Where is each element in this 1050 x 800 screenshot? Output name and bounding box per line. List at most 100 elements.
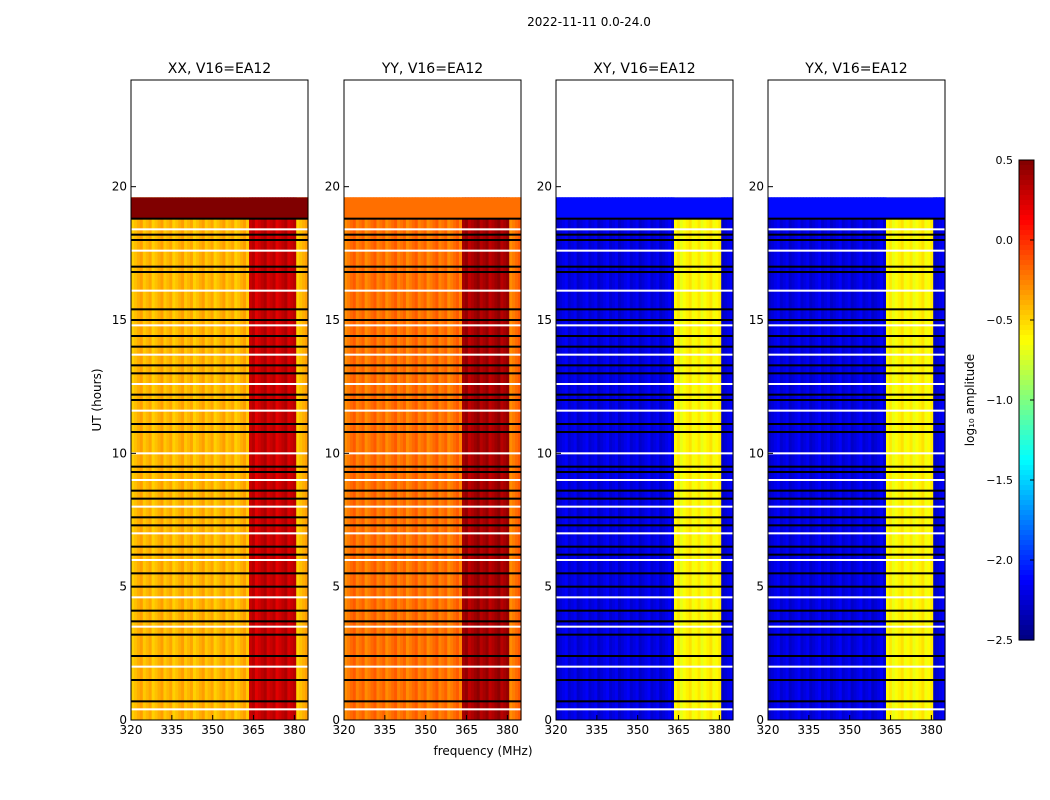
colorbar-segment: [1019, 175, 1034, 181]
heatmap-cell: [160, 197, 165, 721]
x-tick-label: 320: [333, 723, 356, 737]
flagged-row: [556, 609, 733, 612]
heatmap-cell: [429, 197, 434, 721]
heatmap-cell: [662, 197, 666, 721]
colorbar-segment: [1019, 190, 1034, 196]
heatmap-cell: [815, 197, 819, 721]
heatmap-cell: [456, 197, 460, 721]
flagged-row: [344, 585, 521, 588]
flagged-row: [131, 431, 308, 433]
heatmap-cell: [856, 197, 861, 721]
heatmap-cell: [370, 197, 375, 721]
flagged-row: [768, 393, 945, 396]
heatmap-cell: [373, 197, 378, 721]
heatmap-cell: [346, 197, 351, 721]
flagged-row: [768, 479, 945, 481]
heatmap-cell: [626, 197, 631, 721]
heatmap-cell: [462, 197, 466, 721]
flagged-row: [556, 633, 733, 636]
colorbar-segment: [1019, 620, 1034, 626]
flagged-row: [768, 345, 945, 348]
flagged-row: [556, 399, 733, 401]
flagged-row: [768, 239, 945, 241]
flagged-row: [556, 655, 733, 657]
heatmap-cell: [470, 197, 475, 721]
heatmap-cell: [210, 197, 215, 721]
colorbar-segment: [1019, 340, 1034, 346]
flagged-row: [131, 372, 308, 375]
heatmap-cell: [240, 197, 244, 721]
heatmap-cell: [724, 197, 728, 721]
colorbar-segment: [1019, 305, 1034, 311]
flagged-row: [768, 399, 945, 401]
flagged-row: [768, 431, 945, 433]
colorbar-segment: [1019, 310, 1034, 316]
heatmap-cell: [243, 197, 247, 721]
heatmap-cell: [844, 197, 849, 721]
flagged-row: [344, 516, 521, 519]
flagged-row: [131, 319, 308, 321]
heatmap-cell: [768, 197, 772, 721]
flagged-row: [344, 620, 521, 623]
heatmap-cell: [847, 197, 852, 721]
heatmap-cell: [706, 197, 710, 721]
flagged-row: [131, 596, 308, 599]
flagged-row: [344, 345, 521, 348]
heatmap-cell: [254, 197, 259, 721]
heatmap-cell: [228, 197, 232, 721]
flagged-row: [556, 393, 733, 396]
heatmap-cell: [382, 197, 386, 721]
y-tick-label: 0: [119, 713, 127, 727]
colorbar-segment: [1019, 625, 1034, 631]
flagged-row: [344, 364, 521, 367]
heatmap-cell: [915, 197, 920, 721]
colorbar-segment: [1019, 180, 1034, 186]
heatmap-cell: [788, 197, 793, 721]
heatmap-cell: [835, 197, 840, 721]
flagged-row: [768, 700, 945, 703]
colorbar-label: log₁₀ amplitude: [963, 354, 977, 446]
flagged-row: [768, 633, 945, 636]
flagged-row: [344, 596, 521, 599]
heatmap-cell: [195, 197, 200, 721]
flagged-row: [131, 345, 308, 348]
colorbar-segment: [1019, 475, 1034, 481]
colorbar-segment: [1019, 605, 1034, 611]
heatmap-cell: [420, 197, 425, 721]
heatmap-cell: [400, 197, 404, 721]
x-tick-label: 350: [626, 723, 649, 737]
colorbar-segment: [1019, 515, 1034, 521]
heatmap-cell: [806, 197, 810, 721]
heatmap-cell: [388, 197, 392, 721]
heatmap-cell: [558, 197, 563, 721]
heatmap-cell: [685, 197, 690, 721]
heatmap-cell: [697, 197, 702, 721]
heatmap-cell: [888, 197, 893, 721]
heatmap-cell: [800, 197, 804, 721]
heatmap-top-block: [768, 197, 945, 219]
heatmap-cell: [903, 197, 908, 721]
heatmap-cell: [871, 197, 875, 721]
flagged-row: [556, 497, 733, 500]
flagged-row: [344, 308, 521, 311]
colorbar-segment: [1019, 385, 1034, 391]
colorbar-segment: [1019, 465, 1034, 471]
heatmap-cell: [385, 197, 389, 721]
heatmap-cell: [570, 197, 575, 721]
heatmap-cell: [169, 197, 173, 721]
heatmap-cell: [718, 197, 722, 721]
flagged-row: [768, 289, 945, 292]
heatmap-cell: [432, 197, 437, 721]
heatmap-cell: [450, 197, 454, 721]
flagged-row: [344, 289, 521, 292]
flagged-row: [556, 345, 733, 348]
colorbar-segment: [1019, 325, 1034, 331]
flagged-row: [556, 423, 733, 425]
heatmap-cell: [561, 197, 566, 721]
heatmap-cell: [403, 197, 407, 721]
flagged-row: [768, 465, 945, 468]
colorbar-segment: [1019, 565, 1034, 571]
heatmap-top-block: [131, 197, 308, 219]
flagged-row: [556, 249, 733, 252]
flagged-row: [556, 489, 733, 492]
